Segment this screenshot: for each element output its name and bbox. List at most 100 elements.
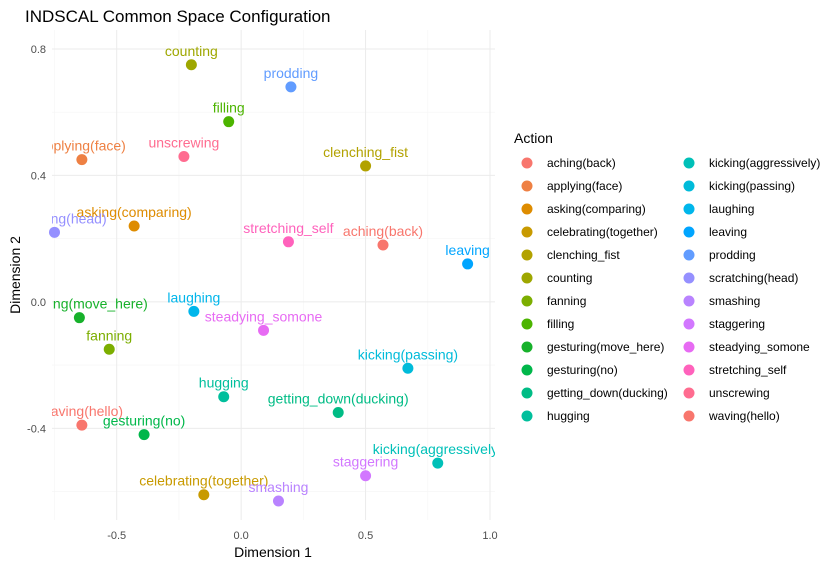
data-point-label: smashing — [249, 479, 309, 495]
x-tick-label: 1.0 — [482, 530, 497, 542]
data-point-label: kicking(passing) — [358, 346, 458, 362]
data-point — [223, 116, 235, 128]
legend-title: Action — [514, 130, 553, 146]
data-point — [178, 150, 190, 162]
legend-label: waving(hello) — [708, 409, 780, 423]
legend-label: asking(comparing) — [547, 202, 646, 216]
legend-swatch — [683, 341, 695, 353]
legend-label: celebrating(together) — [547, 225, 658, 239]
legend-label: stretching_self — [709, 363, 787, 377]
label-layer: aching(back) applying(face) asking(compari… — [2, 43, 495, 495]
data-point — [76, 154, 88, 166]
data-point-label: prodding — [264, 65, 319, 81]
tick-layer: -0.5 0.0 0.5 1.0 -0.4 0.0 0.4 0.8 — [27, 44, 498, 542]
data-point-label: getting_down(ducking) — [268, 391, 409, 407]
data-point-label: stretching_self — [243, 220, 333, 236]
legend-label: kicking(aggressively) — [709, 156, 820, 170]
legend-label: kicking(passing) — [709, 179, 795, 193]
legend-swatch — [521, 410, 533, 422]
grid-layer — [52, 30, 495, 520]
legend-label: smashing — [709, 294, 760, 308]
legend-swatch — [683, 364, 695, 376]
data-point — [377, 239, 389, 251]
legend-swatch — [521, 157, 533, 169]
y-tick-label: 0.4 — [31, 170, 46, 182]
legend-label: prodding — [709, 248, 756, 262]
y-axis-title: Dimension 2 — [7, 236, 23, 314]
data-point — [432, 457, 444, 469]
data-point-label: staggering — [333, 454, 398, 470]
legend-swatch — [683, 295, 695, 307]
legend-swatch — [683, 387, 695, 399]
chart-title: INDSCAL Common Space Configuration — [25, 7, 331, 26]
data-point — [128, 220, 140, 232]
data-point — [198, 489, 210, 501]
data-point — [332, 407, 344, 419]
data-point — [73, 312, 85, 324]
data-point — [285, 81, 297, 93]
y-tick-label: -0.4 — [27, 423, 46, 435]
data-point — [360, 160, 372, 172]
legend-swatch — [683, 226, 695, 238]
data-point-label: laughing — [167, 289, 220, 305]
legend-swatch — [521, 364, 533, 376]
data-point — [462, 258, 474, 270]
legend-label: fanning — [547, 294, 586, 308]
data-point — [48, 226, 60, 238]
data-point-label: applying(face) — [38, 138, 126, 154]
legend-label: counting — [547, 271, 592, 285]
point-layer — [48, 59, 474, 507]
data-point-label: scratching(head) — [2, 210, 106, 226]
legend-swatch — [521, 180, 533, 192]
legend: Action aching(back) applying(face) asking(… — [514, 130, 820, 423]
data-point — [185, 59, 197, 71]
legend-swatch — [521, 226, 533, 238]
data-point-label: hugging — [199, 375, 249, 391]
legend-label: clenching_fist — [547, 248, 620, 262]
data-point — [258, 324, 270, 336]
data-point — [218, 391, 230, 403]
y-tick-label: 0.8 — [31, 44, 46, 56]
legend-swatch — [521, 341, 533, 353]
x-tick-label: 0.5 — [358, 530, 373, 542]
data-point — [138, 429, 150, 441]
data-point-label: filling — [213, 100, 245, 116]
legend-label: unscrewing — [709, 386, 770, 400]
y-tick-label: 0.0 — [31, 297, 46, 309]
data-point-label: steadying_somone — [205, 308, 323, 324]
data-point-label: leaving — [445, 242, 489, 258]
data-point — [188, 305, 200, 317]
data-point-label: unscrewing — [148, 134, 219, 150]
data-point — [76, 419, 88, 431]
data-point-label: fanning — [86, 327, 132, 343]
legend-swatch — [521, 249, 533, 261]
legend-swatch — [521, 318, 533, 330]
legend-label: leaving — [709, 225, 747, 239]
data-point-label: asking(comparing) — [77, 204, 192, 220]
legend-label: applying(face) — [547, 179, 622, 193]
legend-swatch — [521, 295, 533, 307]
x-axis-title: Dimension 1 — [234, 544, 312, 560]
data-point-label: celebrating(together) — [139, 473, 268, 489]
legend-label: filling — [547, 317, 574, 331]
data-point — [360, 470, 372, 482]
legend-label: getting_down(ducking) — [547, 386, 668, 400]
legend-label: gesturing(move_here) — [547, 340, 664, 354]
data-point — [282, 236, 294, 248]
data-point-label: gesturing(move_here) — [11, 296, 148, 312]
legend-swatch — [521, 203, 533, 215]
data-point-label: clenching_fist — [323, 144, 408, 160]
legend-swatch — [683, 203, 695, 215]
data-point-label: counting — [165, 43, 218, 59]
data-point-label: gesturing(no) — [103, 413, 186, 429]
data-point — [103, 343, 115, 355]
data-point — [402, 362, 414, 374]
legend-swatch — [683, 157, 695, 169]
legend-label: steadying_somone — [709, 340, 810, 354]
legend-swatch — [521, 272, 533, 284]
legend-swatch — [683, 180, 695, 192]
legend-swatch — [683, 318, 695, 330]
legend-label: laughing — [709, 202, 754, 216]
legend-label: aching(back) — [547, 156, 616, 170]
